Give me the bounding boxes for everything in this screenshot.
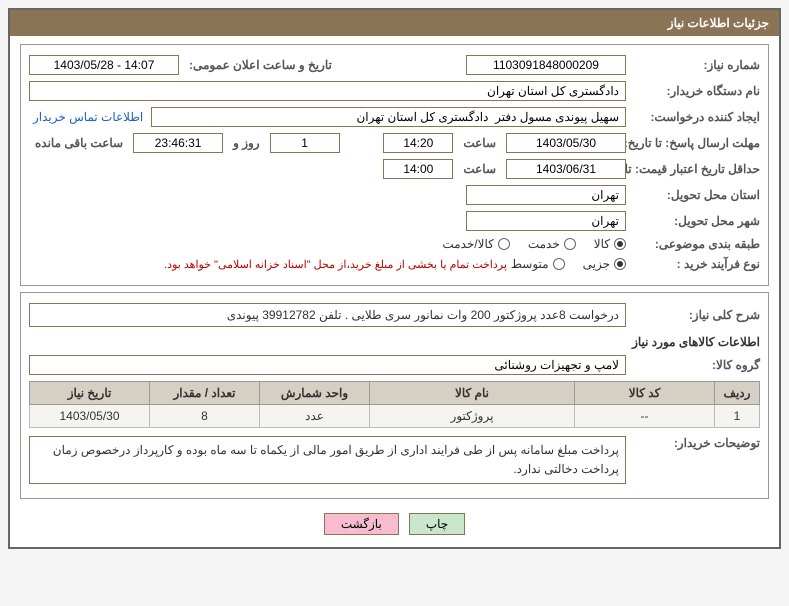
table-header: کد کالا: [575, 382, 715, 405]
table-cell: 8: [150, 405, 260, 428]
need-no-field[interactable]: [466, 55, 626, 75]
main-info-box: شماره نیاز: تاریخ و ساعت اعلان عمومی: نا…: [20, 44, 769, 286]
table-cell: 1403/05/30: [30, 405, 150, 428]
radio-icon: [498, 238, 510, 250]
print-button[interactable]: چاپ: [409, 513, 465, 535]
label-need-no: شماره نیاز:: [630, 58, 760, 72]
subject-option-2[interactable]: کالا/خدمت: [442, 237, 509, 251]
buyer-org-field[interactable]: [29, 81, 626, 101]
radio-label: متوسط: [511, 257, 549, 271]
label-price-validity: حداقل تاریخ اعتبار قیمت: تا تاریخ:: [630, 162, 760, 176]
table-header: تعداد / مقدار: [150, 382, 260, 405]
radio-icon: [614, 258, 626, 270]
table-header: ردیف: [715, 382, 760, 405]
label-creator: ایجاد کننده درخواست:: [630, 110, 760, 124]
creator-field[interactable]: [151, 107, 626, 127]
radio-label: خدمت: [528, 237, 560, 251]
back-button[interactable]: بازگشت: [324, 513, 399, 535]
label-announce: تاریخ و ساعت اعلان عمومی:: [183, 58, 332, 72]
panel-title: جزئیات اطلاعات نیاز: [10, 10, 779, 36]
label-buyer-org: نام دستگاه خریدار:: [630, 84, 760, 98]
city-field[interactable]: [466, 211, 626, 231]
button-bar: چاپ بازگشت: [20, 505, 769, 539]
detail-goods-box: شرح کلی نیاز: درخواست 8عدد پروژکتور 200 …: [20, 292, 769, 499]
label-reply-deadline: مهلت ارسال پاسخ: تا تاریخ:: [630, 136, 760, 150]
subject-radio-group: کالا خدمت کالا/خدمت: [442, 237, 626, 251]
province-field[interactable]: [466, 185, 626, 205]
goods-table: ردیفکد کالانام کالاواحد شمارشتعداد / مقد…: [29, 381, 760, 428]
detail-panel: جزئیات اطلاعات نیاز شماره نیاز: تاریخ و …: [8, 8, 781, 549]
goods-group-field[interactable]: [29, 355, 626, 375]
radio-icon: [553, 258, 565, 270]
radio-icon: [614, 238, 626, 250]
label-remaining: ساعت باقی مانده: [29, 136, 129, 150]
label-purchase-type: نوع فرآیند خرید :: [630, 257, 760, 271]
label-time-2: ساعت: [457, 162, 502, 176]
radio-label: کالا/خدمت: [442, 237, 493, 251]
table-cell: عدد: [260, 405, 370, 428]
radio-label: جزیی: [583, 257, 610, 271]
reply-time-field[interactable]: [383, 133, 453, 153]
valid-time-field[interactable]: [383, 159, 453, 179]
buyer-contact-link[interactable]: اطلاعات تماس خریدار: [29, 110, 147, 124]
table-header: واحد شمارش: [260, 382, 370, 405]
table-cell: 1: [715, 405, 760, 428]
radio-label: کالا: [594, 237, 610, 251]
main-desc-field[interactable]: درخواست 8عدد پروژکتور 200 وات نمانور سری…: [29, 303, 626, 327]
reply-date-field[interactable]: [506, 133, 626, 153]
valid-date-field[interactable]: [506, 159, 626, 179]
purchase-option-0[interactable]: جزیی: [583, 257, 626, 271]
purchase-note: پرداخت تمام یا بخشی از مبلغ خرید،از محل …: [164, 258, 507, 271]
label-main-desc: شرح کلی نیاز:: [630, 308, 760, 322]
label-time-1: ساعت: [457, 136, 502, 150]
remain-days-field[interactable]: [270, 133, 340, 153]
subject-option-0[interactable]: کالا: [594, 237, 626, 251]
purchase-option-1[interactable]: متوسط: [511, 257, 565, 271]
label-province: استان محل تحویل:: [630, 188, 760, 202]
table-row: 1--پروژکتورعدد81403/05/30: [30, 405, 760, 428]
buyer-notes-field[interactable]: پرداخت مبلغ سامانه پس از طی فرایند اداری…: [29, 436, 626, 484]
label-city: شهر محل تحویل:: [630, 214, 760, 228]
table-header: تاریخ نیاز: [30, 382, 150, 405]
table-cell: --: [575, 405, 715, 428]
table-cell: پروژکتور: [370, 405, 575, 428]
label-subject-class: طبقه بندی موضوعی:: [630, 237, 760, 251]
label-days-and: روز و: [227, 136, 266, 150]
label-buyer-notes: توضیحات خریدار:: [630, 436, 760, 450]
radio-icon: [564, 238, 576, 250]
announce-field[interactable]: [29, 55, 179, 75]
table-header: نام کالا: [370, 382, 575, 405]
purchase-radio-group: جزیی متوسط: [511, 257, 626, 271]
goods-info-title: اطلاعات کالاهای مورد نیاز: [29, 335, 760, 349]
remain-time-field[interactable]: [133, 133, 223, 153]
subject-option-1[interactable]: خدمت: [528, 237, 576, 251]
label-goods-group: گروه کالا:: [630, 358, 760, 372]
